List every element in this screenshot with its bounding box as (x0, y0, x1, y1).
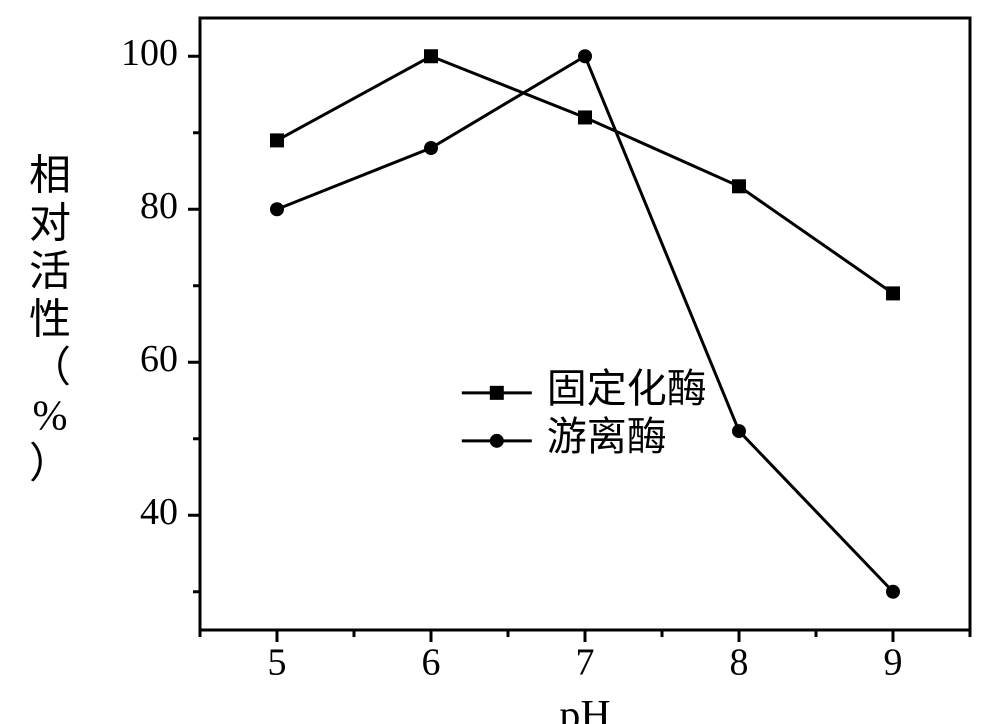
svg-text:%: % (33, 394, 68, 440)
y-tick-label: 60 (140, 338, 178, 380)
x-tick-label: 7 (576, 641, 595, 683)
marker-circle (886, 585, 900, 599)
svg-text:活: 活 (29, 250, 71, 296)
marker-circle (270, 202, 284, 216)
line-chart: 5 6 7 8 9 40 60 80 100 pH 相对活性（%） 固定化酶游离酶 (0, 0, 1000, 724)
svg-text:相: 相 (29, 154, 71, 200)
marker-square (732, 179, 746, 193)
svg-text:）: ） (29, 442, 71, 488)
x-tick-label: 8 (730, 641, 749, 683)
marker-square (886, 286, 900, 300)
legend-label: 固定化酶 (547, 366, 707, 411)
x-axis-title: pH (559, 693, 610, 724)
y-tick-label: 40 (140, 491, 178, 533)
y-axis-title: 相对活性（%） (29, 154, 71, 488)
x-tick-label: 5 (268, 641, 287, 683)
y-tick-label: 100 (121, 32, 178, 74)
marker-circle (424, 141, 438, 155)
svg-text:对: 对 (29, 202, 71, 248)
y-tick-label: 80 (140, 185, 178, 227)
x-tick-label: 6 (422, 641, 441, 683)
marker-circle (578, 49, 592, 63)
marker-square (424, 49, 438, 63)
svg-text:性: 性 (29, 298, 71, 344)
marker-circle (732, 424, 746, 438)
marker-square (270, 133, 284, 147)
marker-square (578, 110, 592, 124)
x-tick-label: 9 (884, 641, 903, 683)
legend-marker-circle (490, 434, 504, 448)
legend-marker-square (490, 386, 504, 400)
svg-text:（: （ (29, 346, 71, 392)
legend-label: 游离酶 (547, 414, 667, 459)
